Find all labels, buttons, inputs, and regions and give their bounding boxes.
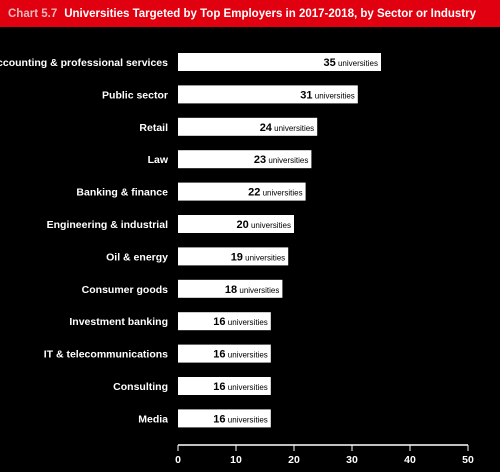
data-label-value: 35: [324, 57, 336, 69]
category-label: Engineering & industrial: [47, 219, 168, 231]
bar: [178, 344, 271, 363]
data-label-unit: universities: [226, 351, 268, 360]
chart-number-label: Chart 5.7: [8, 7, 58, 20]
category-label: Consumer goods: [82, 284, 168, 296]
data-label-unit: universities: [243, 253, 285, 262]
bar: [178, 247, 289, 266]
chart-title: Universities Targeted by Top Employers i…: [64, 7, 477, 20]
data-label-unit: universities: [313, 91, 355, 100]
data-label-unit: universities: [260, 189, 302, 198]
data-label-value: 16: [213, 413, 225, 425]
data-label-value: 18: [225, 284, 237, 296]
category-label: Investment banking: [69, 316, 168, 328]
data-label-unit: universities: [266, 156, 308, 165]
bar: [178, 85, 358, 104]
data-label-unit: universities: [272, 124, 314, 133]
bar: [178, 117, 318, 136]
bar-chart-plot: Accounting & professional services 35 uni…: [0, 53, 474, 466]
data-label: 35 universities: [324, 57, 379, 69]
data-label: 18 universities: [225, 284, 280, 296]
data-label-unit: universities: [249, 221, 291, 230]
category-label: Media: [138, 413, 168, 425]
data-label: 16 universities: [213, 316, 268, 328]
bar: [178, 182, 306, 201]
data-label: 16 universities: [213, 381, 268, 393]
data-label: 16 universities: [213, 413, 268, 425]
bar: [178, 150, 312, 169]
bar: [178, 279, 283, 298]
data-label: 23 universities: [254, 154, 309, 166]
data-label-unit: universities: [336, 59, 378, 68]
data-label-unit: universities: [226, 415, 268, 424]
data-label: 19 universities: [231, 251, 286, 263]
bar: [178, 377, 271, 395]
data-label: 16 universities: [213, 349, 268, 361]
data-label-value: 31: [300, 89, 312, 101]
x-tick-label: 10: [230, 454, 242, 466]
category-label: Banking & finance: [76, 187, 168, 199]
data-label-value: 16: [213, 349, 225, 361]
data-label: 20 universities: [237, 219, 292, 231]
data-label: 22 universities: [248, 187, 303, 199]
chart-title-bar: Chart 5.7 Universities Targeted by Top E…: [0, 0, 500, 27]
category-label: Accounting & professional services: [0, 57, 168, 69]
bar: [178, 215, 294, 233]
data-label: 31 universities: [300, 89, 355, 101]
bar: [178, 53, 381, 71]
x-tick-label: 0: [175, 454, 181, 466]
category-label: Consulting: [113, 381, 168, 393]
data-label-unit: universities: [237, 286, 279, 295]
data-label-value: 24: [260, 122, 273, 134]
x-tick-label: 30: [346, 454, 358, 466]
data-label-value: 23: [254, 154, 266, 166]
bar: [178, 312, 271, 331]
data-label-unit: universities: [226, 318, 268, 327]
x-tick-label: 20: [288, 454, 300, 466]
data-label-value: 20: [237, 219, 249, 231]
category-label: IT & telecommunications: [44, 349, 168, 361]
category-label: Oil & energy: [106, 251, 168, 263]
x-tick-label: 40: [404, 454, 416, 466]
data-label-value: 16: [213, 316, 225, 328]
data-label-unit: universities: [226, 383, 268, 392]
category-label: Public sector: [102, 89, 168, 101]
data-label-value: 22: [248, 187, 260, 199]
bar: [178, 409, 271, 428]
category-label: Retail: [139, 122, 168, 134]
data-label-value: 19: [231, 251, 243, 263]
category-label: Law: [148, 154, 169, 166]
data-label: 24 universities: [260, 122, 315, 134]
data-label-value: 16: [213, 381, 225, 393]
x-tick-label: 50: [462, 454, 474, 466]
